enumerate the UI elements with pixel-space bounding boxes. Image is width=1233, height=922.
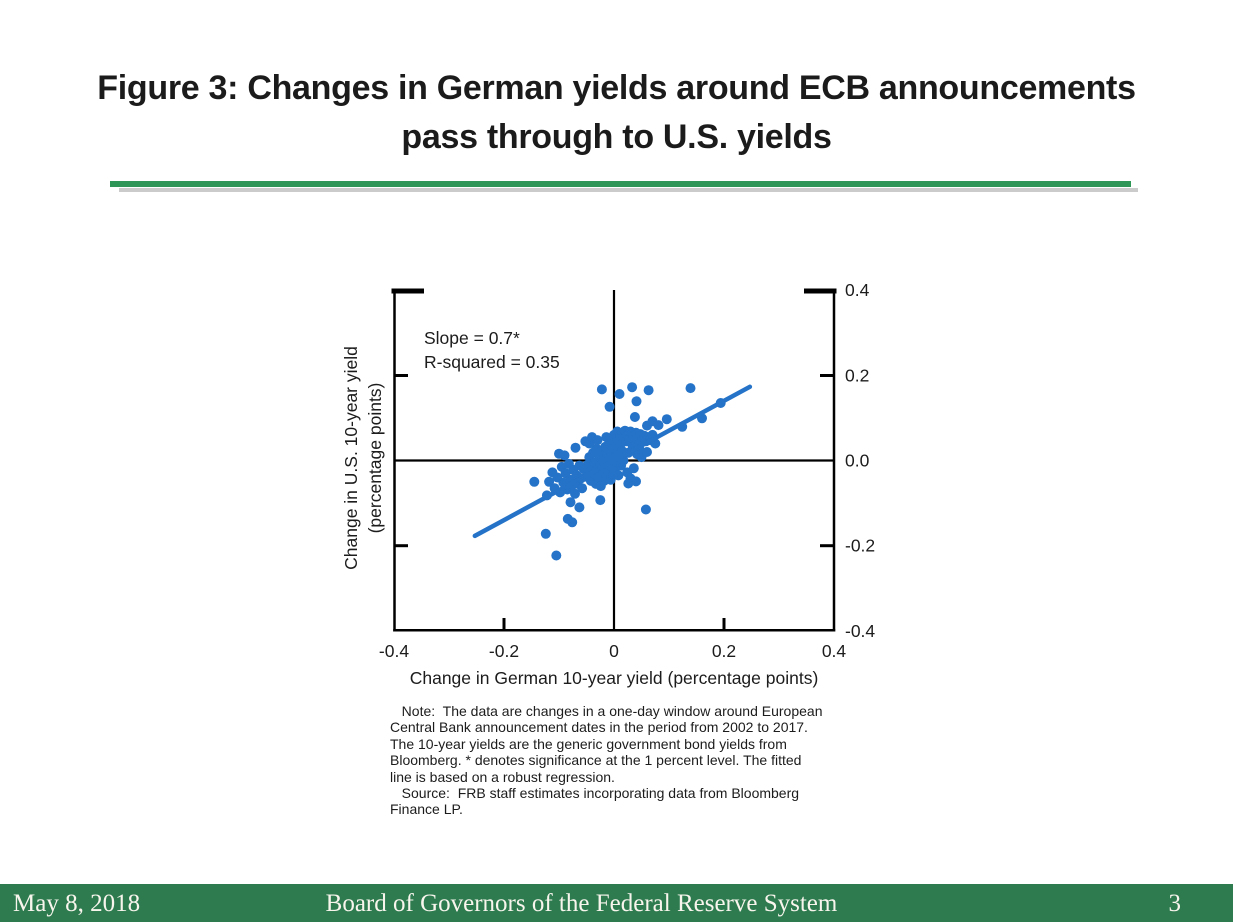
note-line: Note: The data are changes in a one-day … bbox=[390, 703, 823, 719]
scatter-point bbox=[551, 550, 562, 561]
x-tick-labels: -0.4 -0.2 0 0.2 0.4 bbox=[379, 641, 847, 661]
scatter-point bbox=[565, 497, 576, 508]
y-tick-label: 0.4 bbox=[845, 280, 870, 300]
scatter-point bbox=[628, 463, 639, 474]
title-divider bbox=[110, 181, 1131, 187]
slope-annotation: Slope = 0.7* bbox=[424, 328, 520, 348]
scatter-point bbox=[574, 460, 585, 471]
plot-area bbox=[395, 290, 834, 630]
scatter-point bbox=[540, 528, 551, 539]
scatter-point bbox=[613, 470, 624, 481]
note-line: line is based on a robust regression. bbox=[390, 768, 615, 785]
r-squared-annotation: R-squared = 0.35 bbox=[424, 352, 560, 372]
note-line: Finance LP. bbox=[390, 801, 463, 818]
scatter-points bbox=[529, 382, 726, 561]
scatter-point bbox=[647, 416, 658, 427]
x-tick-label: -0.2 bbox=[489, 641, 519, 661]
scatter-point bbox=[529, 476, 540, 487]
scatter-point bbox=[623, 478, 634, 489]
scatter-point bbox=[592, 435, 603, 446]
scatter-point bbox=[596, 384, 607, 395]
x-tick-label: 0 bbox=[609, 641, 619, 661]
y-tick-labels: 0.4 0.2 0.0 -0.2 -0.4 bbox=[845, 280, 875, 641]
y-tick-label: 0.2 bbox=[845, 366, 869, 386]
note-line: Bloomberg. * denotes significance at the… bbox=[390, 752, 802, 769]
footer-bar: May 8, 2018 Board of Governors of the Fe… bbox=[0, 884, 1233, 922]
scatter-point bbox=[629, 412, 640, 422]
scatter-point bbox=[577, 483, 588, 494]
scatter-point bbox=[570, 488, 580, 499]
scatter-point bbox=[631, 396, 642, 407]
scatter-point bbox=[685, 383, 696, 394]
y-tick-label: 0.0 bbox=[845, 451, 870, 471]
y-axis-title-line2: (percentage points) bbox=[365, 383, 385, 534]
scatter-point bbox=[604, 401, 615, 412]
y-tick-label: -0.4 bbox=[845, 621, 875, 641]
x-tick-label: 0.4 bbox=[822, 641, 847, 661]
regression-annotation: Slope = 0.7* R-squared = 0.35 bbox=[424, 328, 560, 372]
note-line: Source: FRB staff estimates incorporatin… bbox=[390, 785, 800, 802]
axes bbox=[391, 288, 837, 632]
y-axis-title-line1: Change in U.S. 10-year yield bbox=[341, 346, 361, 570]
footer-page-number: 3 bbox=[1168, 890, 1182, 917]
scatter-point bbox=[574, 502, 585, 513]
figure-title-line2: pass through to U.S. yields bbox=[401, 118, 832, 156]
scatter-point bbox=[554, 448, 564, 459]
figure-title: Figure 3: Changes in German yields aroun… bbox=[0, 64, 1233, 162]
note-line: The 10-year yields are the generic gover… bbox=[390, 735, 787, 752]
scatter-point bbox=[642, 447, 652, 457]
note-block: Note: The data are changes in a one-day … bbox=[390, 703, 868, 818]
scatter-point bbox=[643, 385, 654, 396]
y-tick-label: -0.2 bbox=[845, 536, 875, 556]
scatter-point bbox=[584, 438, 595, 449]
figure-title-line1: Figure 3: Changes in German yields aroun… bbox=[97, 69, 1136, 107]
footer-date: May 8, 2018 bbox=[13, 890, 141, 917]
footer-organization: Board of Governors of the Federal Reserv… bbox=[325, 890, 838, 917]
scatter-point bbox=[661, 414, 672, 425]
x-tick-label: 0.2 bbox=[712, 641, 736, 661]
scatter-point bbox=[631, 476, 641, 487]
scatter-point bbox=[562, 513, 573, 524]
scatter-point bbox=[614, 389, 625, 399]
x-axis-title: Change in German 10-year yield (percenta… bbox=[410, 668, 819, 688]
scatter-point bbox=[570, 442, 581, 453]
divider-shadow bbox=[119, 188, 1138, 192]
scatter-point bbox=[601, 432, 612, 443]
scatter-point bbox=[595, 495, 606, 506]
scatter-point bbox=[627, 382, 638, 393]
fit-line bbox=[472, 384, 753, 539]
x-tick-label: -0.4 bbox=[379, 641, 409, 661]
scatter-point bbox=[640, 504, 651, 515]
note-line: Central Bank announcement dates in the p… bbox=[390, 719, 808, 736]
